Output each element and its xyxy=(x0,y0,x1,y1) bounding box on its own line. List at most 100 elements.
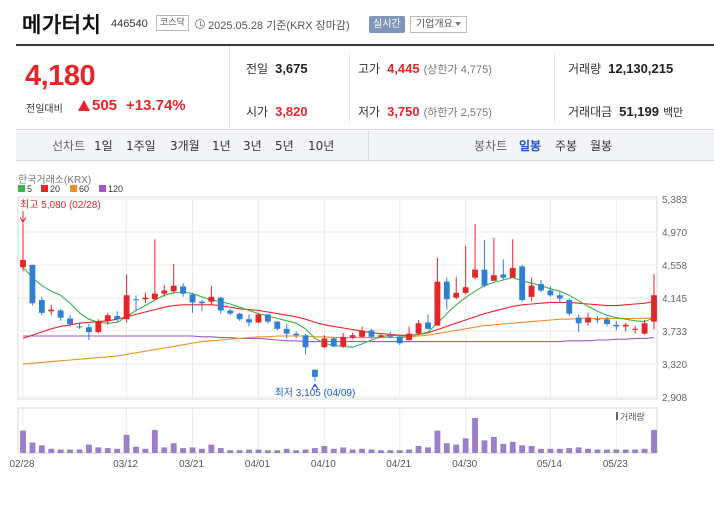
candle-body xyxy=(114,316,121,320)
candle-body xyxy=(415,323,422,334)
realtime-button[interactable]: 실시간 xyxy=(369,16,405,33)
volume-bar xyxy=(594,449,601,453)
candlestick-chart[interactable]: 한국거래소(KRX) 5 20 60 120 5,383 4,970 4,558 4,145 3,… xyxy=(0,171,714,519)
stat-low: 저가 3,750 (하한가 2,575) xyxy=(358,103,492,123)
candle-body xyxy=(490,275,497,281)
candle-body xyxy=(255,314,262,323)
candle-body xyxy=(547,290,554,296)
candle-body xyxy=(189,294,196,303)
candle-body xyxy=(123,295,130,320)
candle-body xyxy=(359,330,365,337)
candle-body xyxy=(161,290,168,294)
candle-chart-label[interactable]: 봉차트 xyxy=(474,139,508,153)
volume-bar xyxy=(180,448,187,453)
volume-bar xyxy=(556,448,563,453)
volume-bar xyxy=(603,449,610,453)
volume-bar xyxy=(651,429,657,453)
candle-body xyxy=(434,281,441,326)
stock-code: 446540 xyxy=(111,18,148,30)
candle-body xyxy=(283,328,290,334)
market-badge: 코스닥 xyxy=(156,15,189,31)
candle-body xyxy=(48,309,55,312)
line-chart-label[interactable]: 선차트 xyxy=(52,139,86,153)
candle-period-daily[interactable]: 일봉 xyxy=(519,139,542,153)
volume-bar xyxy=(133,446,139,453)
volume-bar xyxy=(95,447,102,453)
candle-body xyxy=(603,319,610,325)
period-1d[interactable]: 1일 xyxy=(94,139,113,153)
price-area: 4,180 전일대비 505 +13.74% xyxy=(16,46,230,130)
x-tick-label: 03/12 xyxy=(113,459,138,470)
candle-body xyxy=(641,323,648,334)
legend-entry: 5 xyxy=(27,184,32,194)
period-3m[interactable]: 3개월 xyxy=(170,139,200,153)
stat-value: 3,820 xyxy=(275,104,308,119)
volume-bar xyxy=(585,448,591,453)
candle-period-weekly[interactable]: 주봉 xyxy=(555,139,578,153)
candle-body xyxy=(396,336,403,344)
period-1y[interactable]: 1년 xyxy=(212,139,231,153)
period-5y[interactable]: 5년 xyxy=(275,139,294,153)
stat-value: 3,675 xyxy=(275,61,308,76)
chart-svg[interactable]: 한국거래소(KRX)5 20 60 120 5,383 4,970 4,558 4,145 3,… xyxy=(0,171,714,519)
stat-label: 전일 xyxy=(246,62,269,76)
stat-label: 저가 xyxy=(358,105,381,119)
x-tick-label: 04/21 xyxy=(386,459,411,470)
volume-bar xyxy=(114,448,121,453)
candle-body xyxy=(236,313,243,320)
legend-entry: 60 xyxy=(79,184,89,194)
period-10y[interactable]: 10년 xyxy=(308,139,335,153)
x-tick-label: 02/28 xyxy=(9,459,34,470)
lower-limit: (하한가 2,575) xyxy=(423,107,492,119)
candle-body xyxy=(651,295,657,322)
candle-body xyxy=(86,327,92,333)
stat-value: 3,750 xyxy=(387,104,420,119)
volume-bar xyxy=(104,448,111,453)
volume-bar xyxy=(406,449,413,453)
stat-value: 12,130,215 xyxy=(608,61,674,76)
candle-body xyxy=(170,285,177,292)
volume-bar xyxy=(142,448,149,453)
y-tick-label: 4,970 xyxy=(662,228,687,239)
period-3y[interactable]: 3년 xyxy=(243,139,262,153)
candle-body xyxy=(104,315,111,321)
stat-amount: 거래대금 51,199 백만 xyxy=(568,103,683,123)
candle-body xyxy=(217,297,224,311)
volume-bar xyxy=(453,444,460,453)
candle-body xyxy=(585,317,591,323)
x-tick-label: 05/14 xyxy=(537,459,562,470)
volume-bar xyxy=(415,446,422,453)
candle-body xyxy=(481,269,488,286)
stat-label: 시가 xyxy=(246,105,269,119)
volume-bar xyxy=(509,441,516,453)
stock-name: 메가터치 xyxy=(22,13,102,37)
volume-bar xyxy=(377,450,384,453)
high-annotation: 최고 5,080 (02/28) xyxy=(20,199,101,211)
high-arrow-head xyxy=(19,216,27,224)
divider xyxy=(349,54,350,122)
volume-bar xyxy=(613,449,620,453)
volume-frame xyxy=(17,407,658,454)
volume-bar xyxy=(76,449,83,453)
stat-volume: 거래량 12,130,215 xyxy=(568,60,673,80)
chart-toolbar: 선차트 1일 1주일 3개월 1년 3년 5년 10년 봉차트 일봉 주봉 월봉 xyxy=(16,131,714,161)
volume-bar xyxy=(547,448,554,453)
volume-bar xyxy=(462,438,469,453)
candle-body xyxy=(613,324,620,327)
period-1w[interactable]: 1주일 xyxy=(126,139,156,153)
stat-high: 고가 4,445 (상한가 4,775) xyxy=(358,60,492,80)
volume-bar xyxy=(340,447,347,453)
candle-body xyxy=(472,269,478,278)
volume-bar xyxy=(274,450,281,453)
volume-bar xyxy=(359,448,365,453)
volume-bar xyxy=(500,443,507,453)
volume-bar xyxy=(38,445,45,453)
candle-body xyxy=(462,287,469,293)
volume-bar xyxy=(48,448,55,453)
candle-body xyxy=(538,284,544,291)
candle-body xyxy=(302,335,309,348)
candle-period-monthly[interactable]: 월봉 xyxy=(590,139,613,153)
volume-label: 거래량 xyxy=(620,411,645,422)
company-overview-button[interactable]: 기업개요 xyxy=(410,16,467,33)
volume-bar xyxy=(481,440,488,453)
